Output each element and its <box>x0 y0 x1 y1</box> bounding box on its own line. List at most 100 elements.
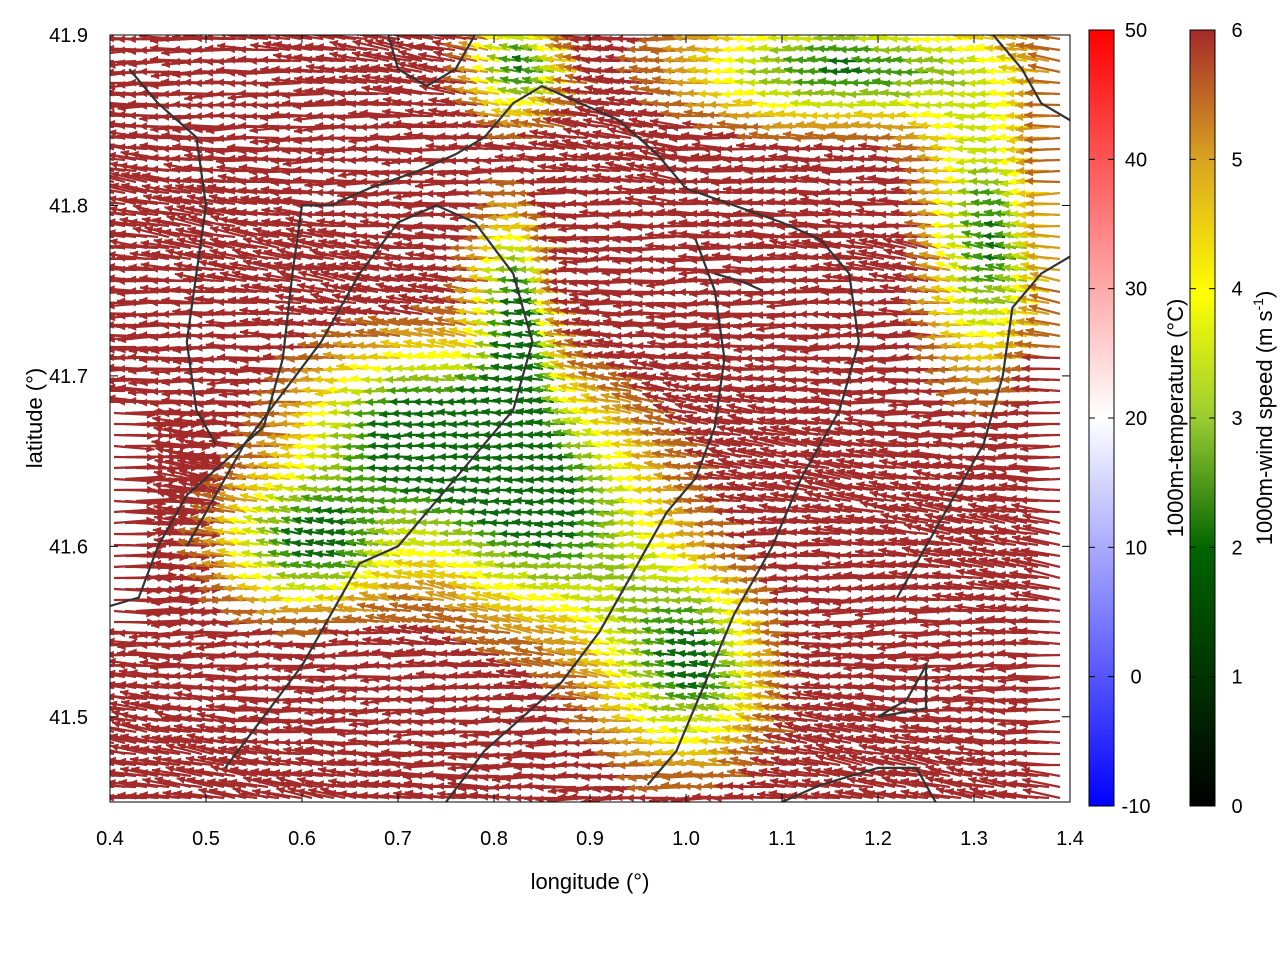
wind-vector-head <box>457 74 467 83</box>
wind-vector-head <box>769 88 778 97</box>
wind-vector-head <box>945 89 954 98</box>
wind-vector-head <box>572 74 582 83</box>
wind-vector-head <box>249 147 258 156</box>
wind-vector-head <box>562 138 571 146</box>
wind-vector-head <box>138 89 147 98</box>
wind-vector-head <box>942 132 951 141</box>
wind-vector-head <box>1015 125 1024 133</box>
wind-vector-head <box>945 79 955 88</box>
wind-vector-head <box>722 45 731 54</box>
wind-vector-head <box>863 112 872 121</box>
wind-vector-head <box>303 55 313 64</box>
wind-vector-head <box>573 64 582 72</box>
wind-vector-head <box>533 35 543 41</box>
wind-vector-head <box>86 162 95 170</box>
wind-vector-head <box>380 135 390 144</box>
wind-vector-head <box>885 112 894 120</box>
wind-vector-head <box>916 145 925 153</box>
wind-vector-head <box>842 111 851 120</box>
wind-vector-head <box>619 126 628 135</box>
wind-vector-head <box>624 141 633 150</box>
wind-vector-head <box>519 119 529 128</box>
wind-vector-head <box>110 61 116 69</box>
wind-vector-head <box>347 144 356 152</box>
wind-vector-head <box>955 158 965 166</box>
wind-vector-head <box>292 156 301 164</box>
wind-vector-head <box>538 129 548 138</box>
wind-vector-head <box>84 46 92 54</box>
wind-vector-head <box>912 44 922 52</box>
wind-vector-head <box>868 153 877 162</box>
wind-vector-head <box>988 35 994 39</box>
wind-vector-head <box>719 101 728 110</box>
wind-vector-head <box>711 56 720 65</box>
wind-vector-head <box>858 133 867 142</box>
wind-vector-head <box>559 151 568 160</box>
wind-vector-head <box>150 125 159 133</box>
wind-vector-head <box>921 101 930 109</box>
wind-vector-head <box>987 77 996 86</box>
wind-vector-head <box>75 108 84 116</box>
wind-vector-head <box>358 145 367 154</box>
wind-vector-head <box>966 112 975 121</box>
wind-vector-head <box>918 121 927 130</box>
wind-vector-head <box>699 67 708 75</box>
wind-vector-head <box>303 135 313 144</box>
wind-vector-head <box>404 42 414 50</box>
wind-vector-head <box>563 63 572 72</box>
wind-vector-head <box>193 112 202 121</box>
wind-vector-head <box>650 47 659 56</box>
wind-vector-head <box>237 89 246 98</box>
wind-vector-head <box>86 229 95 237</box>
wind-vector-head <box>996 113 1006 122</box>
wind-vector-head <box>348 136 357 145</box>
wind-vector-head <box>996 90 1005 99</box>
wind-vector-head <box>782 130 792 139</box>
wind-vector-head <box>270 89 279 98</box>
wind-vector-head <box>616 54 625 62</box>
wind-vector-head <box>797 111 806 120</box>
wind-vector-head <box>139 131 148 140</box>
wind-vector <box>110 323 115 327</box>
wind-vector-head <box>882 67 891 76</box>
wind-vector-head <box>649 99 658 108</box>
wind-vector-head <box>656 145 666 154</box>
wind-vector-head <box>827 44 837 53</box>
wind-vector-head <box>99 182 108 190</box>
wind-vector-head <box>282 66 291 75</box>
wind-vector-head <box>74 251 83 259</box>
wind-vector-head <box>372 84 382 93</box>
wind-vector-head <box>663 56 672 64</box>
wind-vector-head <box>996 78 1005 87</box>
wind-vector-head <box>491 107 501 116</box>
wind-vector-head <box>555 62 565 71</box>
wind-vector-head <box>672 99 682 108</box>
wind-vector <box>110 345 115 349</box>
wind-vector-head <box>662 44 671 53</box>
wind-vector-head <box>820 112 829 120</box>
wind-vector-head <box>499 119 508 127</box>
wind-vector-head <box>602 152 611 161</box>
wind-vector-head <box>660 109 669 118</box>
wind-vector-head <box>615 140 624 148</box>
wind-vector-head <box>639 55 648 64</box>
wind-vector-head <box>305 42 314 51</box>
wind-vector-head <box>193 67 202 76</box>
wind-vector-head <box>910 35 919 44</box>
wind-vector-head <box>138 67 147 76</box>
wind-vector-head <box>532 117 541 125</box>
wind-vector-head <box>248 79 257 87</box>
wind-vector-head <box>150 71 160 80</box>
wind-vector-head <box>1006 99 1015 107</box>
wind-vector-head <box>839 57 848 66</box>
wind-vector <box>110 59 115 63</box>
wind-vector-head <box>639 43 648 52</box>
wind-vector-head <box>779 145 788 154</box>
wind-vector-head <box>375 38 385 47</box>
wind-vector <box>110 191 115 195</box>
wind-vector-head <box>893 134 902 143</box>
wind-vector-head <box>484 132 493 141</box>
wind-vector-head <box>249 137 259 146</box>
wind-vector-head <box>794 78 803 86</box>
wind-vector-head <box>826 131 835 140</box>
